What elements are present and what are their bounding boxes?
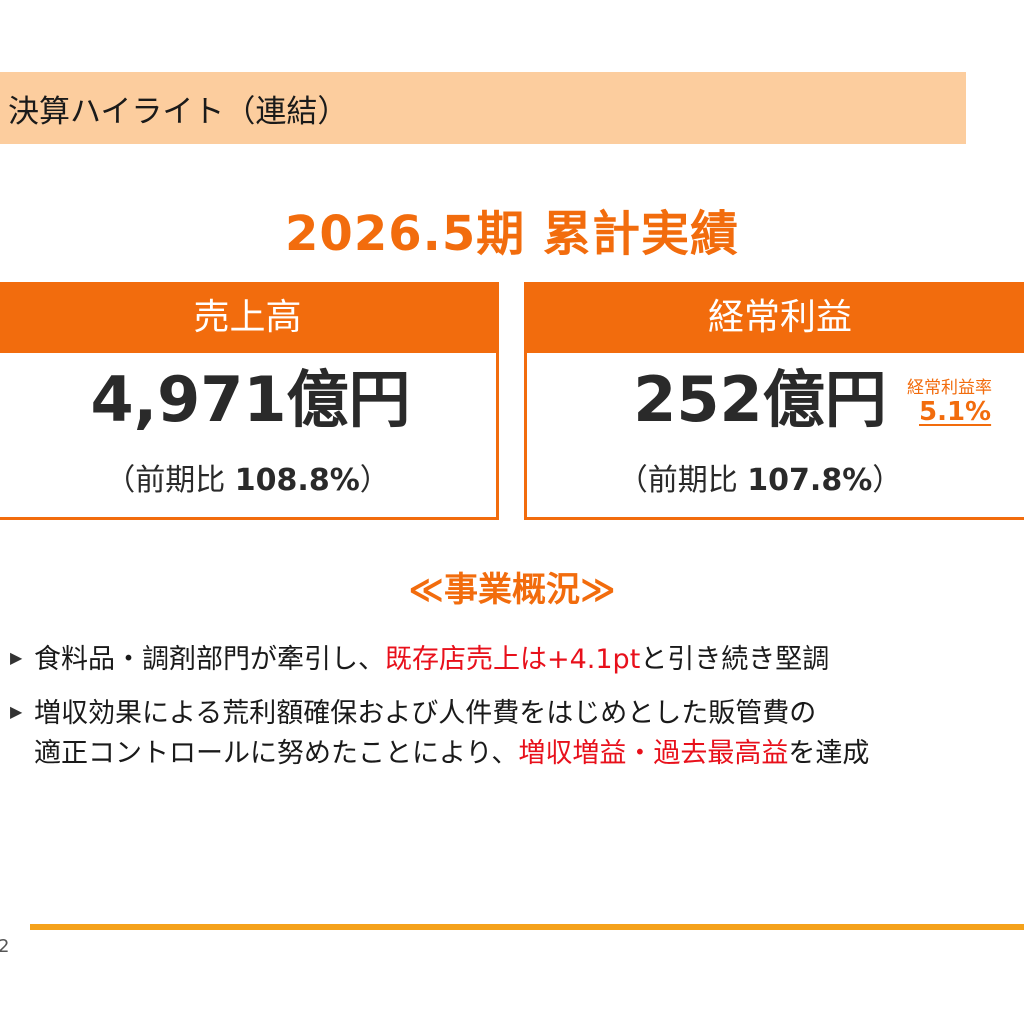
triangle-bullet-icon: ▶ [10, 648, 23, 667]
bullet-text-part: と引き続き堅調 [640, 644, 830, 675]
ordinary-profit-value: 252億円 [633, 363, 887, 436]
sales-card: 売上高 4,971億円 （前期比 108.8%） [0, 282, 499, 520]
margin-value: 5.1% [919, 397, 992, 427]
ordinary-profit-label: 経常利益 [527, 285, 1024, 353]
margin-label: 経常利益率 [907, 378, 992, 398]
overview-bullet-list: ▶ 食料品・調剤部門が牽引し、既存店売上は+4.1ptと引き続き堅調 ▶ 増収効… [10, 640, 1020, 788]
bullet-text-part: 食料品・調剤部門が牽引し、 [34, 644, 385, 675]
footer-rule [30, 924, 1024, 930]
page-title: 決算ハイライト（連結） [8, 94, 349, 130]
sales-yoy-ratio: （前期比 108.8%） [0, 455, 496, 499]
bullet-text-part: 適正コントロールに努めたことにより、 [34, 738, 519, 769]
list-item: ▶ 食料品・調剤部門が牽引し、既存店売上は+4.1ptと引き続き堅調 [10, 640, 1020, 680]
list-item: ▶ 増収効果による荒利額確保および人件費をはじめとした販管費の 適正コントロールに… [10, 694, 1020, 774]
page-number: 2 [0, 936, 10, 957]
sales-ratio-value: 108.8% [234, 463, 360, 498]
overview-title: ≪事業概況≫ [408, 570, 616, 610]
op-ratio-value: 107.8% [747, 463, 873, 498]
bullet-text-line: 増収効果による荒利額確保および人件費をはじめとした販管費の [34, 698, 817, 729]
bullet-text-part: を達成 [788, 738, 870, 769]
triangle-bullet-icon: ▶ [10, 702, 23, 721]
bullet-text: 増収効果による荒利額確保および人件費をはじめとした販管費の 適正コントロールに努め… [34, 694, 869, 774]
bullet-text: 食料品・調剤部門が牽引し、既存店売上は+4.1ptと引き続き堅調 [34, 640, 829, 680]
period-title: 2026.5期 累計実績 [285, 206, 739, 262]
ordinary-profit-yoy-ratio: （前期比 107.8%） [527, 455, 993, 499]
bullet-highlight: 既存店売上は+4.1pt [385, 644, 641, 675]
op-ratio-prefix: （前期比 [617, 463, 748, 498]
sales-label: 売上高 [0, 285, 496, 353]
bullet-highlight: 増収増益・過去最高益 [518, 738, 789, 769]
header-band [0, 72, 966, 144]
ordinary-profit-card: 経常利益 252億円 （前期比 107.8%） 経常利益率 5.1% [524, 282, 1024, 520]
sales-ratio-suffix: ） [359, 463, 390, 498]
op-ratio-suffix: ） [872, 463, 903, 498]
sales-value: 4,971億円 [90, 363, 411, 436]
sales-ratio-prefix: （前期比 [105, 463, 235, 498]
